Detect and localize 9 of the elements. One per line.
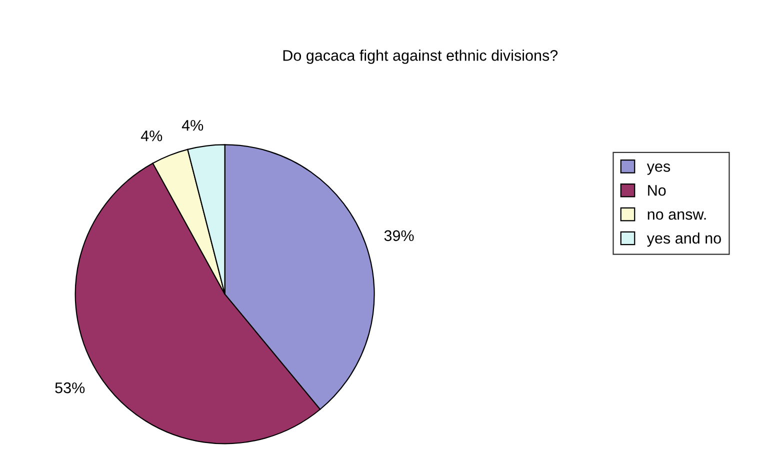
legend-label: yes and no bbox=[646, 232, 721, 247]
data-label: 39% bbox=[384, 230, 414, 242]
data-label: 53% bbox=[55, 382, 85, 394]
data-label: 4% bbox=[140, 130, 162, 142]
legend-label: no answ. bbox=[648, 211, 706, 220]
data-label: 4% bbox=[182, 120, 204, 131]
chart-title: Do gacaca fight against ethnic divisions? bbox=[283, 50, 558, 64]
legend-label: yes bbox=[646, 163, 670, 175]
legend-label: No bbox=[648, 185, 666, 196]
